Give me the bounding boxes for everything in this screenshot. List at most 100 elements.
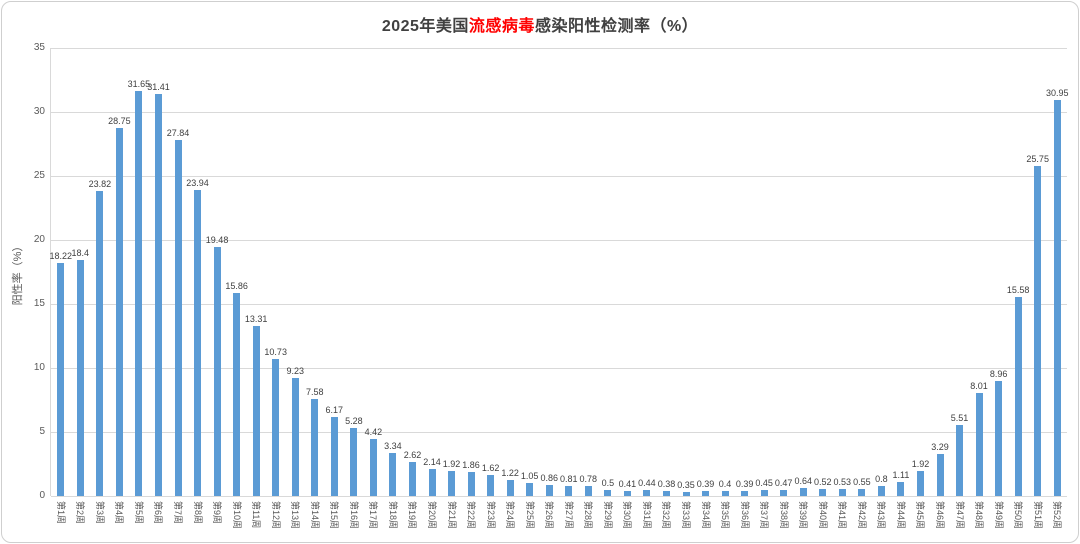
bar-value-label: 3.29 xyxy=(931,441,949,452)
bar xyxy=(936,453,944,496)
bar xyxy=(956,425,964,496)
gridline xyxy=(51,47,1067,49)
bar xyxy=(194,189,202,496)
bar-value-label: 7.58 xyxy=(306,386,324,397)
bar-value-label: 0.8 xyxy=(875,473,888,484)
x-tick-label: 第42周 xyxy=(856,501,867,530)
x-tick-label: 第14周 xyxy=(309,501,320,530)
bar xyxy=(1034,166,1042,496)
bar xyxy=(721,490,729,496)
x-tick-label: 第50周 xyxy=(1013,501,1024,530)
gridline xyxy=(51,175,1067,177)
x-tick-label: 第18周 xyxy=(387,501,398,530)
bar-value-label: 30.95 xyxy=(1045,87,1069,98)
bar-value-label: 0.55 xyxy=(853,476,871,487)
x-tick-label: 第43周 xyxy=(876,501,887,530)
bar-value-label: 6.17 xyxy=(325,405,344,416)
bar xyxy=(702,491,710,496)
bar xyxy=(897,481,905,496)
bar-value-label: 1.05 xyxy=(520,470,539,481)
bar-value-label: 0.81 xyxy=(560,473,578,484)
x-tick-label: 第46周 xyxy=(935,501,945,530)
bar xyxy=(819,489,827,496)
x-tick-label: 第13周 xyxy=(290,501,301,530)
bar xyxy=(662,491,670,496)
x-tick-label: 第2周 xyxy=(75,501,86,525)
bar xyxy=(389,453,397,496)
bar-value-label: 1.62 xyxy=(481,463,500,474)
x-tick-label: 第48周 xyxy=(974,501,985,530)
bar xyxy=(604,489,612,496)
x-tick-label: 第22周 xyxy=(466,501,477,530)
bar-value-label: 23.94 xyxy=(186,177,209,188)
bar xyxy=(838,489,846,496)
x-tick-label: 第47周 xyxy=(954,501,965,530)
x-tick-label: 第19周 xyxy=(407,501,418,530)
chart-title: 2025年美国流感病毒感染阳性检测率（%） xyxy=(2,12,1078,36)
chart-title-suffix: 感染阳性检测率（%） xyxy=(534,18,699,35)
bar xyxy=(584,486,592,496)
x-tick-label: 第52周 xyxy=(1052,501,1063,530)
bar-value-label: 0.53 xyxy=(833,477,852,488)
chart-title-prefix: 2025年美国 xyxy=(381,18,469,35)
y-tick-label: 20 xyxy=(33,234,45,245)
x-tick-label: 第1周 xyxy=(55,501,66,525)
chart-title-highlight: 流感病毒 xyxy=(468,18,535,35)
x-tick-label: 第29周 xyxy=(602,501,613,530)
x-tick-label: 第30周 xyxy=(622,501,633,530)
x-tick-label: 第35周 xyxy=(720,501,731,530)
gridline xyxy=(51,495,1067,497)
x-tick-label: 第12周 xyxy=(270,501,281,530)
x-tick-label: 第26周 xyxy=(544,501,555,530)
bar-value-label: 10.73 xyxy=(264,346,287,357)
bar xyxy=(741,491,749,496)
x-tick-label: 第4周 xyxy=(114,501,125,525)
bar xyxy=(154,93,162,496)
x-tick-label: 第38周 xyxy=(778,501,789,530)
y-tick-label: 15 xyxy=(33,298,45,309)
bar xyxy=(780,489,788,496)
bar xyxy=(545,485,553,496)
x-tick-label: 第20周 xyxy=(427,501,437,530)
bar-value-label: 4.42 xyxy=(364,427,383,438)
bar-value-label: 0.41 xyxy=(618,478,637,489)
x-tick-label: 第24周 xyxy=(505,501,516,530)
y-tick-label: 25 xyxy=(33,170,45,181)
x-tick-label: 第21周 xyxy=(446,501,457,530)
bar xyxy=(311,398,319,496)
bar xyxy=(174,139,182,496)
x-tick-label: 第5周 xyxy=(133,501,144,525)
bar-value-label: 0.5 xyxy=(601,477,615,488)
bar-value-label: 1.22 xyxy=(501,468,519,479)
bar xyxy=(291,377,299,496)
y-tick-label: 10 xyxy=(33,362,45,373)
bar xyxy=(448,471,456,496)
bar-value-label: 0.35 xyxy=(677,479,695,490)
bar xyxy=(115,128,123,496)
bar-value-label: 31.65 xyxy=(127,78,151,89)
x-tick-label: 第16周 xyxy=(348,501,359,530)
bar-value-label: 27.84 xyxy=(166,127,190,138)
bar-value-label: 2.14 xyxy=(423,456,441,467)
x-tick-label: 第7周 xyxy=(173,501,183,525)
bar-value-label: 0.64 xyxy=(794,475,812,486)
x-tick-label: 第3周 xyxy=(94,501,105,525)
bar-value-label: 1.11 xyxy=(892,469,910,480)
x-tick-label: 第36周 xyxy=(739,501,750,530)
bar xyxy=(350,428,358,496)
bar xyxy=(330,417,338,496)
bar-value-label: 0.47 xyxy=(774,477,793,488)
bar-value-label: 5.28 xyxy=(345,416,363,427)
bar xyxy=(506,480,514,496)
x-tick-label: 第45周 xyxy=(915,501,926,530)
plot-area: 0 5 10 15 20 25 30 35 18.22 第1周 18.4 第2周 23.82 第3周 28.… xyxy=(34,42,1069,529)
bar xyxy=(682,491,690,496)
x-tick-label: 第11周 xyxy=(251,501,262,529)
bar-value-label: 19.48 xyxy=(205,234,229,245)
gridline xyxy=(51,111,1067,113)
y-tick-label: 5 xyxy=(39,426,45,437)
bar-value-label: 0.44 xyxy=(638,478,656,489)
bar xyxy=(428,468,436,496)
x-tick-label: 第25周 xyxy=(524,501,535,530)
